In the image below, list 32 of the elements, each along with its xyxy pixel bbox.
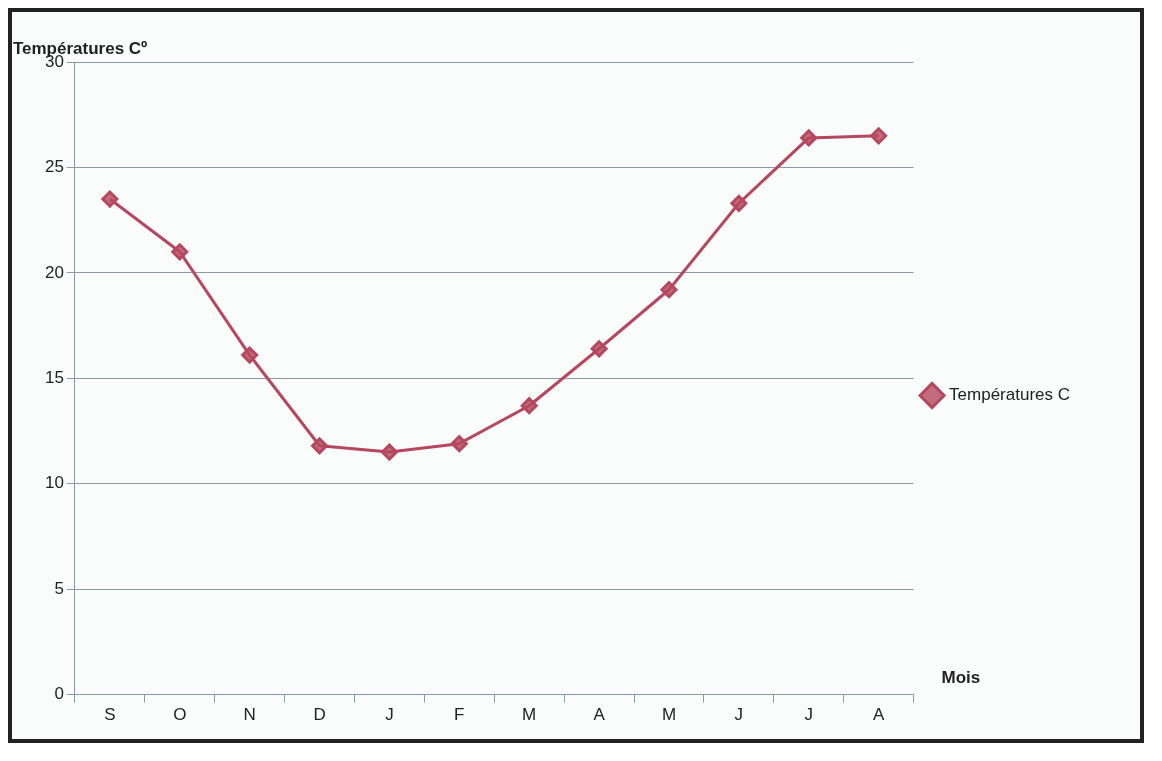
x-tick-label: D: [313, 705, 326, 725]
x-tick-label: N: [243, 705, 256, 725]
y-tick-label: 15: [44, 367, 64, 387]
y-tick-label: 25: [44, 157, 64, 177]
x-axis-title: Mois: [941, 667, 981, 687]
y-tick-label: 10: [44, 473, 64, 493]
point: [590, 340, 608, 358]
point: [520, 397, 538, 415]
point: [800, 129, 818, 147]
point: [241, 346, 259, 364]
point: [870, 127, 888, 145]
y-tick-label: 20: [44, 262, 64, 282]
point: [171, 243, 189, 261]
point: [380, 443, 398, 461]
x-tick-label: A: [593, 705, 606, 725]
point: [101, 190, 119, 208]
y-tick-label: 5: [54, 578, 64, 598]
point: [311, 437, 329, 455]
x-tick-label: M: [661, 705, 677, 725]
x-tick-label: J: [385, 705, 394, 725]
x-tick-label: A: [872, 705, 885, 725]
x-tick-label: J: [804, 705, 813, 725]
x-tick-label: F: [454, 705, 465, 725]
point: [730, 194, 748, 212]
x-tick-label: M: [522, 705, 537, 725]
legend-label: Températures C: [949, 385, 1070, 405]
x-tick-label: S: [104, 705, 116, 725]
x-tick-label: J: [734, 705, 744, 725]
x-tick-label: O: [173, 705, 187, 725]
y-tick-label: 0: [54, 684, 64, 704]
point: [660, 281, 678, 299]
point: [450, 435, 468, 453]
